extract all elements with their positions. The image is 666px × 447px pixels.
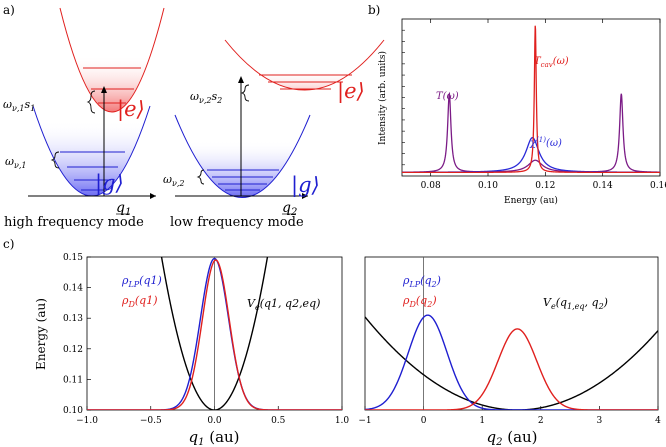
panel-label-c: c) [3, 237, 14, 251]
ground-fill [33, 120, 150, 196]
ground-parabola [174, 114, 311, 198]
chart-c-left-xlabel: q1 (au) [188, 428, 239, 447]
chart-b-xtick-label: 0.16 [650, 181, 666, 191]
q-axis-arrowhead [302, 193, 308, 199]
chart-b-ticks: 0.08 0.10 0.12 0.14 0.16 [402, 19, 666, 191]
chart-b-series-line [401, 25, 660, 174]
chart-c-left: −1.0 −0.5 0.0 0.5 1.0 0.10 0.11 0.12 0.13 0.14 0.1… [34, 253, 349, 447]
omega-shift-label: ων,2s2 [190, 90, 222, 105]
chart-c-xtick-label: 1 [479, 416, 485, 426]
chart-c-series-line [87, 257, 342, 410]
label-rho-lp-q2: ρLP(q2) [402, 274, 441, 289]
chart-b: 0.08 0.10 0.12 0.14 0.16 Energy (au) Intensi… [377, 18, 666, 206]
diagram-low-frequency: |e⟩ |g⟩ ων,2s2 ων,2 q2 low frequency mod… [163, 39, 385, 230]
chart-c-ytick-label: 0.10 [63, 406, 83, 416]
chart-c-right: −1 0 1 2 3 4 q2 (au) ρLP(q2) ρD(q2) Ve(q1,eq,… [358, 256, 661, 447]
chart-c-ytick-label: 0.15 [63, 253, 83, 263]
label-rho-d-q1: ρD(q1) [121, 294, 158, 309]
chart-b-xtick-label: 0.14 [593, 181, 613, 191]
caption-low-frequency: low frequency mode [170, 215, 304, 230]
label-chi: χ(1)(ω) [529, 136, 562, 149]
brace [86, 90, 96, 114]
label-t: T(ω) [436, 91, 459, 102]
chart-b-lines [401, 25, 660, 174]
q1-axis-label: q1 [116, 200, 131, 218]
chart-c-left-lines [87, 257, 342, 410]
chart-c-xtick-label: 0.0 [207, 416, 222, 426]
chart-b-xtick-label: 0.10 [478, 181, 498, 191]
chart-c-xtick-label: −1 [358, 416, 371, 426]
label-t-cav: Tcav(ω) [534, 56, 569, 69]
transition-arrowhead [101, 86, 107, 93]
chart-b-xlabel: Energy (au) [504, 195, 558, 206]
chart-c-ytick-label: 0.11 [63, 375, 83, 385]
chart-c-xtick-label: 3 [597, 416, 603, 426]
caption-high-frequency: high frequency mode [4, 215, 144, 230]
excited-state-label: |e⟩ [117, 97, 145, 122]
chart-c-right-ticks: −1 0 1 2 3 4 [358, 406, 661, 426]
chart-c-left-ylabel: Energy (au) [34, 298, 48, 370]
chart-b-xtick-label: 0.08 [421, 181, 441, 191]
panel-label-b: b) [368, 3, 380, 17]
omega-shift-label: ων,1s1 [3, 98, 35, 113]
chart-c-ytick-label: 0.14 [63, 284, 83, 294]
omega-label: ων,2 [163, 173, 184, 188]
q-axis-arrowhead [150, 193, 156, 199]
label-ve-q2: Ve(q1,eq, q2) [543, 296, 608, 311]
ground-state-label: |g⟩ [291, 173, 320, 198]
chart-c-series-line [365, 314, 658, 410]
chart-c-xtick-label: −0.5 [140, 416, 162, 426]
excited-parabola [224, 39, 385, 91]
chart-c-xtick-label: 1.0 [335, 416, 350, 426]
excited-fill [60, 55, 164, 112]
brace [50, 151, 60, 169]
label-rho-lp-q1: ρLP(q1) [121, 274, 162, 289]
brace [240, 84, 250, 102]
label-rho-d-q2: ρD(q2) [402, 294, 437, 309]
panel-label-a: a) [3, 3, 15, 17]
excited-state-label: |e⟩ [337, 79, 365, 104]
chart-c-series-line [365, 316, 658, 410]
omega-label: ων,1 [5, 155, 26, 170]
chart-c-right-lines [365, 257, 658, 410]
chart-c-left-ticks: −1.0 −0.5 0.0 0.5 1.0 0.10 0.11 0.12 0.13 0.14 0.1… [63, 253, 349, 426]
excited-parabola [59, 7, 165, 113]
diagram-high-frequency: |e⟩ |g⟩ ων,1s1 ων,1 q1 high frequency mo… [3, 7, 165, 230]
chart-c-xtick-label: 4 [655, 416, 661, 426]
chart-c-right-xlabel: q2 (au) [486, 428, 537, 447]
ground-state-label: |g⟩ [95, 171, 124, 196]
transition-arrowhead [238, 76, 244, 83]
chart-c-xtick-label: 0 [421, 416, 427, 426]
chart-b-xtick-label: 0.12 [535, 181, 555, 191]
label-ve-q1: Ve(q1, q2,eq) [247, 297, 320, 312]
chart-c-ytick-label: 0.12 [63, 345, 83, 355]
chart-c-xtick-label: 0.5 [271, 416, 286, 426]
q2-axis-label: q2 [282, 200, 297, 218]
chart-c-series-line [365, 328, 658, 410]
chart-c-ytick-label: 0.13 [63, 314, 83, 324]
chart-c-xtick-label: 2 [538, 416, 544, 426]
brace [196, 169, 205, 185]
chart-b-ylabel: Intensity (arb. units) [377, 51, 388, 145]
chart-c-series-line [87, 259, 342, 410]
chart-c-xtick-label: −1.0 [76, 416, 98, 426]
